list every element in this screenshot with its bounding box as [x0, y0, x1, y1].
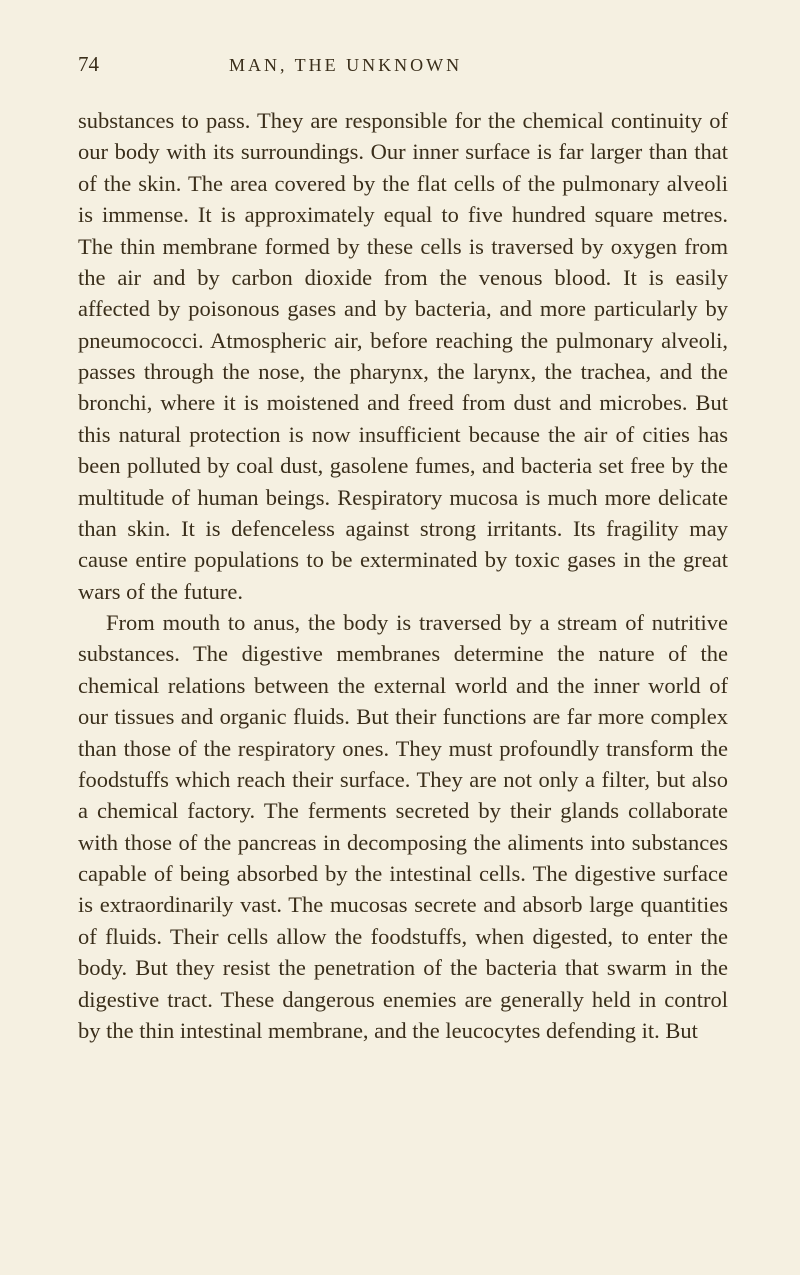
paragraph-2: From mouth to anus, the body is traverse…: [78, 607, 728, 1046]
body-content: substances to pass. They are responsible…: [78, 105, 728, 1046]
paragraph-1: substances to pass. They are responsible…: [78, 105, 728, 607]
page-header: 74 MAN, THE UNKNOWN: [78, 52, 728, 77]
header-title: MAN, THE UNKNOWN: [229, 55, 462, 76]
page-number: 74: [78, 52, 99, 77]
